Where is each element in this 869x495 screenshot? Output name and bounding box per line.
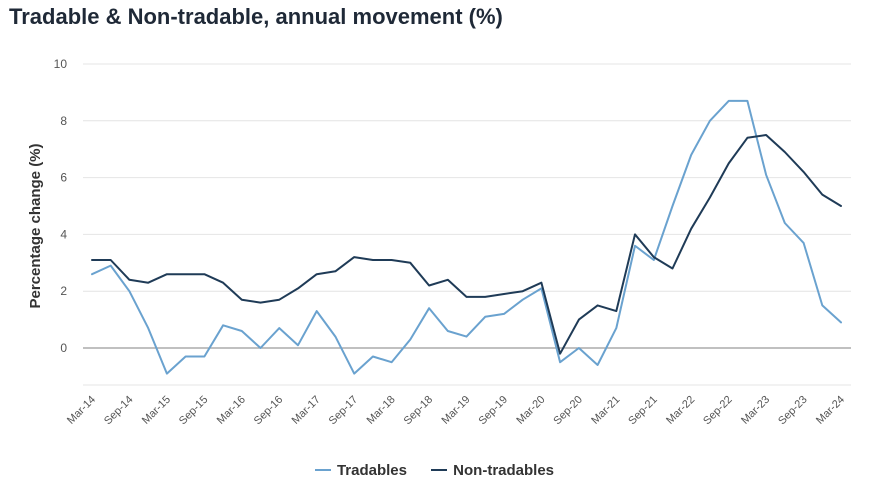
x-tick-label: Sep-18 xyxy=(402,394,436,428)
y-tick-label: 8 xyxy=(60,114,67,128)
x-tick-label: Mar-21 xyxy=(589,394,622,427)
x-tick-label: Sep-14 xyxy=(102,394,136,428)
x-tick-label: Sep-17 xyxy=(327,394,361,428)
series-line-non-tradables xyxy=(91,134,842,355)
x-tick-label: Mar-15 xyxy=(140,394,173,427)
x-tick-label: Mar-22 xyxy=(664,394,697,427)
x-tick-label: Mar-17 xyxy=(290,394,323,427)
series-lines xyxy=(91,99,842,375)
y-axis-ticks: 0 2 4 6 8 10 xyxy=(54,57,68,355)
y-tick-label: 0 xyxy=(60,341,67,355)
gridlines xyxy=(83,63,851,386)
x-tick-label: Mar-20 xyxy=(514,394,547,427)
x-axis-ticks: Mar-14 Sep-14 Mar-15 Sep-15 Mar-16 Sep-16 Mar-… xyxy=(65,394,847,428)
y-axis-title: Percentage change (%) xyxy=(27,143,44,308)
y-tick-label: 6 xyxy=(60,171,67,185)
x-tick-label: Mar-14 xyxy=(65,394,98,427)
x-tick-label: Mar-16 xyxy=(215,394,248,427)
legend-item-tradables[interactable]: Tradables xyxy=(314,461,407,479)
x-tick-label: Sep-21 xyxy=(626,394,660,428)
y-tick-label: 4 xyxy=(60,227,67,241)
chart-title: Tradable & Non-tradable, annual movement… xyxy=(9,4,503,29)
legend-item-non-tradables[interactable]: Non-tradables xyxy=(431,462,554,479)
x-tick-label: Sep-20 xyxy=(551,394,585,428)
legend-label-non-tradables: Non-tradables xyxy=(453,461,555,479)
y-tick-label: 10 xyxy=(54,57,68,71)
x-tick-label: Sep-16 xyxy=(252,394,286,428)
x-tick-label: Sep-22 xyxy=(701,394,735,428)
x-tick-label: Sep-15 xyxy=(177,394,211,428)
x-tick-label: Mar-23 xyxy=(739,394,772,427)
x-tick-label: Mar-18 xyxy=(365,394,398,427)
x-tick-label: Mar-19 xyxy=(439,394,472,427)
x-tick-label: Mar-24 xyxy=(814,394,847,427)
legend-label-tradables: Tradables xyxy=(336,461,407,479)
x-tick-label: Sep-19 xyxy=(476,394,510,428)
x-tick-label: Sep-23 xyxy=(776,394,810,428)
y-tick-label: 2 xyxy=(60,284,67,298)
legend: Tradables Non-tradables xyxy=(0,458,869,479)
legend-swatch-tradables xyxy=(314,469,331,471)
legend-swatch-non-tradables xyxy=(431,469,448,471)
series-line-tradables xyxy=(91,99,842,375)
